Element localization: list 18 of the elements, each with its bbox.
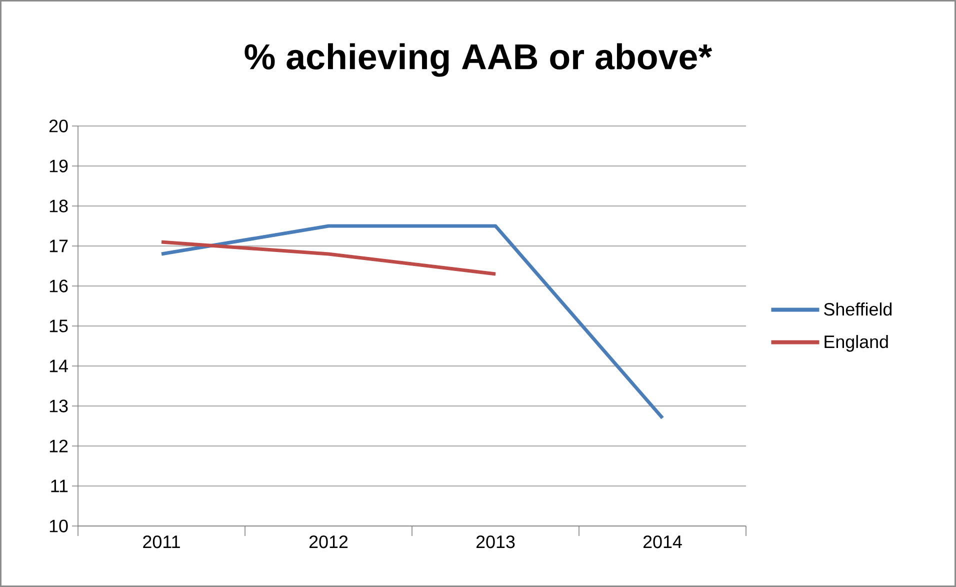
x-tick-label: 2011 bbox=[143, 535, 180, 548]
y-tick-label: 14 bbox=[50, 360, 68, 372]
y-tick-label: 10 bbox=[50, 520, 68, 532]
y-tick-label: 16 bbox=[50, 280, 68, 292]
y-tick-label: 20 bbox=[49, 120, 68, 132]
y-tick-label: 13 bbox=[50, 400, 68, 412]
x-tick-label: 2013 bbox=[476, 535, 515, 548]
y-tick-label: 18 bbox=[50, 200, 68, 212]
y-tick-label: 19 bbox=[50, 160, 68, 172]
y-tick-label: 12 bbox=[50, 440, 68, 452]
x-tick-label: 2012 bbox=[309, 535, 348, 548]
legend-label: Sheffield bbox=[824, 302, 892, 316]
chart-title: % achieving AAB or above* bbox=[244, 43, 712, 77]
y-tick-label: 17 bbox=[50, 240, 68, 252]
y-tick-label: 11 bbox=[51, 480, 68, 492]
y-tick-label: 15 bbox=[50, 320, 68, 332]
x-tick-label: 2014 bbox=[643, 535, 682, 548]
legend-label: England bbox=[824, 334, 888, 352]
